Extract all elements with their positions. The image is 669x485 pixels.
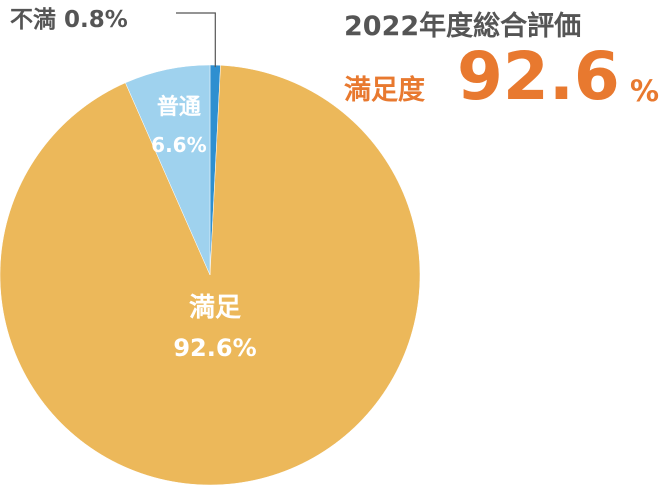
slice-value-label-1: 92.6% <box>173 334 256 362</box>
leader-line-0 <box>176 12 216 68</box>
chart-title: 2022年度総合評価 <box>344 11 582 42</box>
pie-slice-1 <box>0 65 421 485</box>
slice-label-0: 不満 0.8% <box>10 7 128 33</box>
slice-value-label-2: 6.6% <box>151 133 206 157</box>
slice-label-2: 普通 <box>157 94 201 120</box>
pie-slice-2 <box>125 64 211 276</box>
satisfaction-value: 92.6 <box>457 38 620 115</box>
satisfaction-label: 満足度 <box>344 75 425 106</box>
satisfaction-unit: % <box>630 74 660 108</box>
slice-label-1: 満足 <box>189 293 241 323</box>
